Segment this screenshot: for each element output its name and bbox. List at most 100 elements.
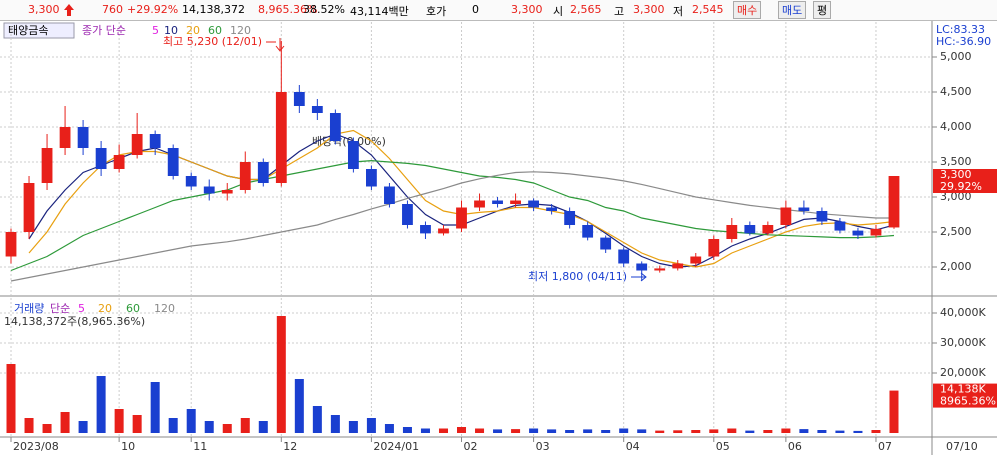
x-tick-label: 02 — [464, 440, 478, 453]
volume-bar — [637, 429, 647, 433]
price-tag-pct: 29.92% — [940, 180, 982, 193]
legend-item: 120 — [230, 24, 251, 37]
x-tick-label: 05 — [716, 440, 730, 453]
candle-body — [347, 141, 359, 169]
volume-bar — [835, 430, 845, 433]
candle-body — [402, 204, 413, 225]
low-label: 저 — [673, 5, 684, 18]
quote-label: 호가 — [426, 5, 447, 18]
volume-bar — [655, 430, 665, 433]
candle-body — [708, 239, 720, 257]
candle-body — [816, 211, 828, 222]
volume-bar — [799, 429, 809, 433]
y-tick-label: 3,000 — [940, 190, 972, 203]
y-tick-label: 4,000 — [940, 120, 972, 133]
candle-body — [149, 134, 161, 148]
volume-info: 14,138,372주(8,965.36%) — [4, 315, 145, 328]
x-tick-label: 03 — [536, 440, 550, 453]
candle-body — [257, 162, 269, 183]
volume-bar — [619, 428, 629, 433]
volume-bar — [366, 418, 376, 433]
y-tick-label: 5,000 — [940, 50, 972, 63]
buy-button[interactable]: 매수 — [733, 1, 762, 19]
y-tick-label: 40,000K — [940, 306, 986, 319]
volume-bar — [547, 429, 557, 433]
hc-label: HC:-36.90 — [936, 35, 991, 48]
y-tick-label: 4,500 — [940, 85, 972, 98]
volume-bar — [763, 430, 773, 433]
sell-button[interactable]: 매도 — [778, 1, 807, 19]
x-tick-label: 11 — [193, 440, 207, 453]
candle-body — [456, 207, 467, 229]
eval-button[interactable]: 평 — [813, 1, 832, 19]
x-tick-label: 07 — [878, 440, 892, 453]
volume-bar — [438, 428, 448, 433]
candle-body — [744, 225, 756, 234]
legend-item: 20 — [98, 302, 112, 315]
volume-bar — [493, 429, 503, 433]
volume-bar — [24, 418, 34, 433]
volume-bar — [511, 429, 521, 433]
candle-body — [834, 221, 846, 231]
volume-bar — [673, 430, 683, 433]
volume-bar — [402, 427, 412, 433]
chart: 태양금속 LC:83.33 HC:-36.90 최고 5,230 (12/01)… — [0, 21, 997, 455]
quote-bar: 3,300 760 +29.92% 14,138,372 8,965.36% 3… — [0, 0, 997, 21]
candle-body — [384, 186, 395, 204]
candle-body — [618, 249, 630, 264]
x-tick-label: 04 — [626, 440, 640, 453]
price-tag — [933, 169, 997, 193]
volume-bar — [745, 430, 755, 433]
lc-label: LC:83.33 — [936, 23, 985, 36]
change-pct: +29.92% — [127, 3, 179, 16]
volume-bar — [186, 409, 196, 433]
x-tick-label: 10 — [121, 440, 135, 453]
x-tick-label: 2024/01 — [373, 440, 419, 453]
volume-bar — [294, 379, 304, 433]
legend-item: 120 — [154, 302, 175, 315]
volume-pct: 8,965.36% — [258, 3, 318, 16]
candle-body — [203, 186, 215, 194]
candle-body — [798, 207, 810, 211]
candle-body — [870, 228, 882, 236]
candle-body — [23, 183, 35, 232]
volume-bar — [114, 409, 124, 433]
volume-bar — [96, 376, 106, 433]
volume-bar — [330, 415, 340, 433]
volume-bar — [312, 406, 322, 433]
amount: 43,114백만 — [350, 5, 409, 18]
open: 2,565 — [570, 3, 602, 16]
volume-tag-pct: 8965.36% — [940, 395, 996, 408]
candle-body — [5, 232, 17, 257]
y-tick-label: 30,000K — [940, 336, 986, 349]
volume-bar — [565, 430, 575, 433]
candle-body — [546, 207, 558, 211]
volume-bar — [132, 415, 142, 433]
candle-body — [636, 263, 648, 271]
ma-line — [10, 171, 894, 282]
volume-bar — [168, 418, 178, 433]
x-tick-label: 06 — [788, 440, 802, 453]
high: 3,300 — [633, 3, 665, 16]
candle-body — [780, 207, 792, 225]
candle-body — [59, 127, 71, 148]
candle-body — [167, 148, 179, 176]
volume-bar — [6, 364, 16, 433]
volume-bar — [709, 429, 719, 433]
volume-bar — [727, 428, 737, 433]
candle-body — [474, 200, 485, 208]
stock-name-box — [3, 22, 75, 39]
legend-item: 60 — [208, 24, 222, 37]
candle-body — [41, 148, 53, 183]
volume-bar — [240, 418, 250, 433]
stock-name: 태양금속 — [8, 24, 48, 37]
price-tag-label: 3,300 — [940, 168, 972, 181]
candle-body — [582, 225, 594, 238]
volume-tag — [933, 383, 997, 408]
candle-body — [762, 225, 774, 234]
x-tick-label: 2023/08 — [13, 440, 59, 453]
volume-bar — [150, 382, 160, 433]
volume-bar — [204, 421, 214, 433]
volume-bar — [691, 430, 701, 433]
